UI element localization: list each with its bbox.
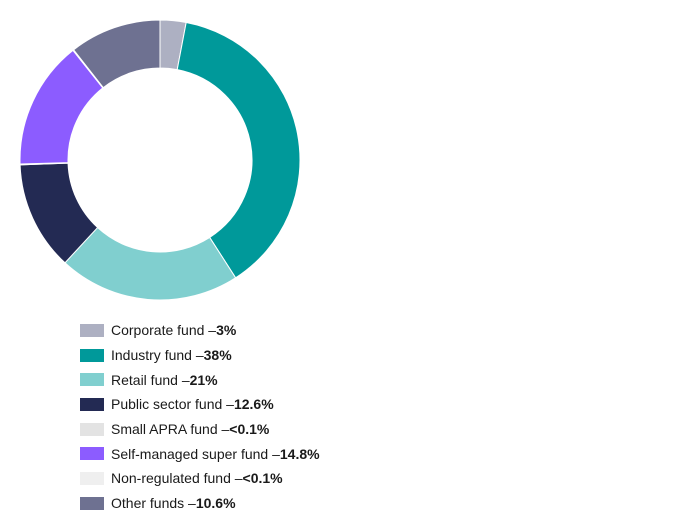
legend-swatch [80,496,104,510]
legend-item-corporate-fund: Corporate fund – 3% [80,318,320,343]
legend-swatch [80,323,104,337]
legend-value: 12.6% [233,396,274,413]
legend-label: Corporate fund – [111,322,217,339]
legend-label: Public sector fund – [111,396,234,413]
legend-swatch [80,422,104,436]
legend-swatch [80,348,104,362]
legend-label: Small APRA fund – [111,421,230,438]
slice-other-funds [72,19,161,89]
chart-legend: Corporate fund – 3% Industry fund – 38% Re… [80,318,320,516]
legend-value: 38% [203,347,232,364]
legend-swatch [80,373,104,387]
legend-label: Self-managed super fund – [111,445,280,462]
legend-label: Non-regulated fund – [111,470,243,487]
legend-value: 10.6% [195,495,236,512]
legend-value: 3% [216,322,237,339]
legend-value: <0.1% [229,421,270,438]
legend-item-other-funds: Other funds – 10.6% [80,491,320,516]
legend-swatch [80,397,104,411]
slice-retail-fund [64,226,237,301]
legend-value: 21% [189,371,218,388]
legend-item-small-apra-fund: Small APRA fund – <0.1% [80,417,320,442]
legend-label: Other funds – [111,495,196,512]
legend-item-industry-fund: Industry fund – 38% [80,343,320,368]
legend-item-retail-fund: Retail fund – 21% [80,367,320,392]
legend-swatch [80,471,104,485]
legend-label: Retail fund – [111,371,190,388]
legend-item-public-sector-fund: Public sector fund – 12.6% [80,392,320,417]
legend-label: Industry fund – [111,347,204,364]
legend-value: 14.8% [279,445,320,462]
slice-industry-fund [176,21,301,279]
donut-chart [19,19,301,301]
legend-value: <0.1% [242,470,283,487]
legend-swatch [80,447,104,461]
legend-item-non-regulated-fund: Non-regulated fund – <0.1% [80,466,320,491]
legend-item-self-managed-super-fund: Self-managed super fund – 14.8% [80,441,320,466]
